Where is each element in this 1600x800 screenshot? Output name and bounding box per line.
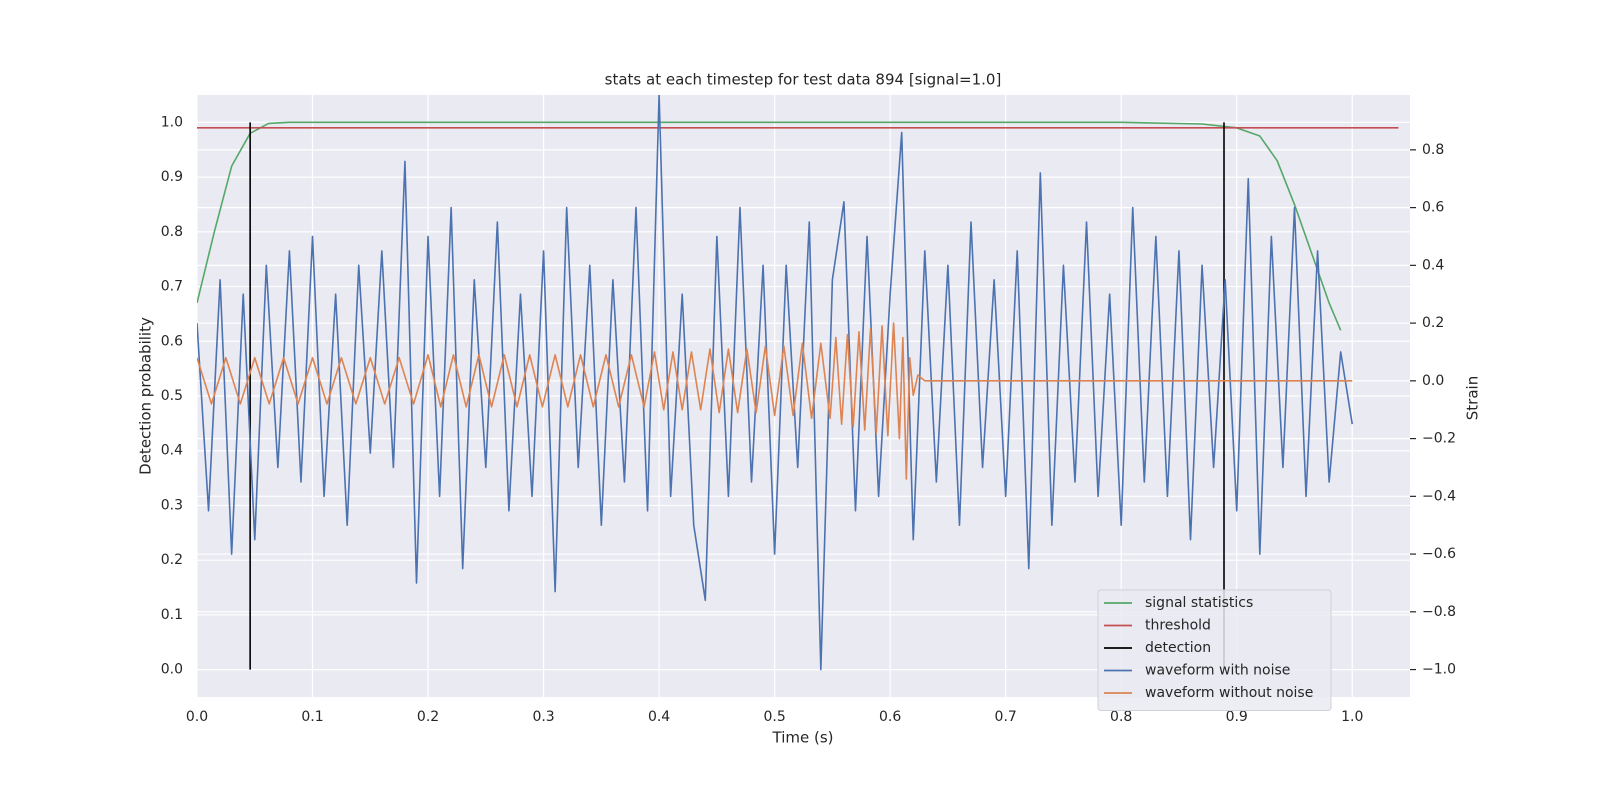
y-tick-label: 0.3 xyxy=(161,497,183,513)
x-tick-label: 0.0 xyxy=(186,709,208,725)
legend-box xyxy=(1097,589,1332,711)
y-tick-label: 0.5 xyxy=(161,388,183,404)
y2-tick-label: −0.4 xyxy=(1422,488,1456,504)
y2-tick-label: −1.0 xyxy=(1422,662,1456,678)
y2-tick-label: 0.6 xyxy=(1422,200,1444,216)
series-line xyxy=(197,121,1342,331)
plot-area xyxy=(197,95,1399,671)
legend-label: waveform with noise xyxy=(1145,663,1290,679)
y-axis-label: Detection probability xyxy=(137,317,155,475)
y2-tick-label: 0.0 xyxy=(1422,373,1444,389)
y-tick-label: 0.2 xyxy=(161,552,183,568)
y-tick-label: 0.7 xyxy=(161,279,183,295)
y-tick-label: 0.9 xyxy=(161,169,183,185)
legend-label: waveform without noise xyxy=(1145,685,1313,701)
y-tick-label: 0.4 xyxy=(161,443,183,459)
x-tick-label: 0.7 xyxy=(995,709,1017,725)
legend-label: signal statistics xyxy=(1145,595,1253,611)
x-tick-label: 0.3 xyxy=(532,709,554,725)
y-tick-label: 0.0 xyxy=(161,662,183,678)
x-tick-label: 1.0 xyxy=(1341,709,1363,725)
x-tick-label: 0.8 xyxy=(1110,709,1132,725)
x-tick-label: 0.4 xyxy=(648,709,670,725)
y2-tick-label: −0.6 xyxy=(1422,546,1456,562)
y2-tick-label: 0.2 xyxy=(1422,315,1444,331)
y2-axis-label: Strain xyxy=(1464,376,1482,420)
y2-tick-label: 0.4 xyxy=(1422,257,1444,273)
y-tick-label: 0.1 xyxy=(161,607,183,623)
y2-tick-label: −0.8 xyxy=(1422,604,1456,620)
y-tick-label: 0.6 xyxy=(161,333,183,349)
legend-label: detection xyxy=(1145,640,1211,656)
x-tick-label: 0.5 xyxy=(763,709,785,725)
legend: signal statistics threshold detection wavef… xyxy=(1097,589,1332,711)
x-axis-label: Time (s) xyxy=(772,729,834,747)
y-tick-label: 1.0 xyxy=(161,114,183,130)
legend-label: threshold xyxy=(1145,618,1211,634)
x-tick-label: 0.1 xyxy=(301,709,323,725)
axes: 0.0 0.1 0.2 0.3 0.4 0.5 0.6 0.7 0.8 0.9 1.0 0.0 0.1 0… xyxy=(161,114,1456,725)
chart-title: stats at each timestep for test data 894… xyxy=(605,71,1002,89)
x-tick-label: 0.2 xyxy=(417,709,439,725)
y2-tick-label: 0.8 xyxy=(1422,142,1444,158)
y2-tick-label: −0.2 xyxy=(1422,431,1456,447)
series-line xyxy=(197,95,1354,671)
series-line xyxy=(197,322,1353,480)
x-tick-label: 0.6 xyxy=(879,709,901,725)
x-tick-label: 0.9 xyxy=(1226,709,1248,725)
y-tick-label: 0.8 xyxy=(161,224,183,240)
